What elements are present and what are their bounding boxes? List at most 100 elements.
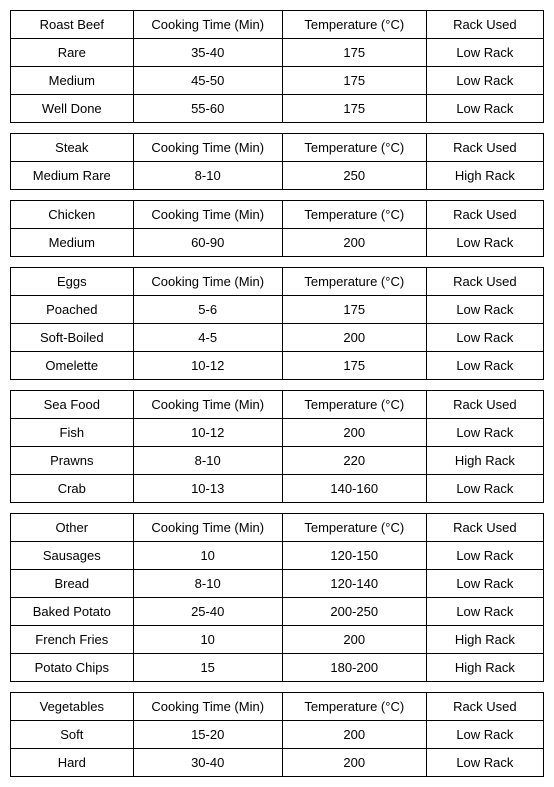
cooking-table: Roast BeefCooking Time (Min)Temperature … <box>10 10 544 123</box>
row-rack: Low Rack <box>426 67 543 95</box>
header-time: Cooking Time (Min) <box>133 391 282 419</box>
row-rack: Low Rack <box>426 39 543 67</box>
row-rack: Low Rack <box>426 95 543 123</box>
table-row: French Fries10200High Rack <box>11 626 544 654</box>
row-temp: 175 <box>282 296 426 324</box>
header-time: Cooking Time (Min) <box>133 693 282 721</box>
table-row: Hard30-40200Low Rack <box>11 749 544 777</box>
row-name: Soft <box>11 721 134 749</box>
row-rack: Low Rack <box>426 352 543 380</box>
row-rack: Low Rack <box>426 542 543 570</box>
table-header-row: SteakCooking Time (Min)Temperature (°C)R… <box>11 134 544 162</box>
section-title: Sea Food <box>11 391 134 419</box>
header-time: Cooking Time (Min) <box>133 134 282 162</box>
row-rack: High Rack <box>426 654 543 682</box>
section-title: Steak <box>11 134 134 162</box>
table-row: Medium Rare8-10250High Rack <box>11 162 544 190</box>
row-time: 8-10 <box>133 570 282 598</box>
header-rack: Rack Used <box>426 11 543 39</box>
row-rack: Low Rack <box>426 749 543 777</box>
header-temp: Temperature (°C) <box>282 268 426 296</box>
row-time: 5-6 <box>133 296 282 324</box>
table-header-row: ChickenCooking Time (Min)Temperature (°C… <box>11 201 544 229</box>
header-temp: Temperature (°C) <box>282 201 426 229</box>
table-row: Crab10-13140-160Low Rack <box>11 475 544 503</box>
table-header-row: OtherCooking Time (Min)Temperature (°C)R… <box>11 514 544 542</box>
row-rack: Low Rack <box>426 229 543 257</box>
row-temp: 200 <box>282 324 426 352</box>
row-name: Rare <box>11 39 134 67</box>
cooking-table: OtherCooking Time (Min)Temperature (°C)R… <box>10 513 544 682</box>
row-name: Omelette <box>11 352 134 380</box>
header-temp: Temperature (°C) <box>282 134 426 162</box>
cooking-table: ChickenCooking Time (Min)Temperature (°C… <box>10 200 544 257</box>
cooking-table: SteakCooking Time (Min)Temperature (°C)R… <box>10 133 544 190</box>
table-row: Bread8-10120-140Low Rack <box>11 570 544 598</box>
row-time: 10 <box>133 542 282 570</box>
table-row: Baked Potato25-40200-250Low Rack <box>11 598 544 626</box>
row-time: 55-60 <box>133 95 282 123</box>
row-time: 15 <box>133 654 282 682</box>
table-header-row: Roast BeefCooking Time (Min)Temperature … <box>11 11 544 39</box>
row-temp: 140-160 <box>282 475 426 503</box>
row-temp: 175 <box>282 39 426 67</box>
row-time: 45-50 <box>133 67 282 95</box>
table-row: Medium45-50175Low Rack <box>11 67 544 95</box>
row-name: Sausages <box>11 542 134 570</box>
row-time: 60-90 <box>133 229 282 257</box>
row-rack: Low Rack <box>426 721 543 749</box>
row-time: 10 <box>133 626 282 654</box>
row-name: Crab <box>11 475 134 503</box>
table-row: Omelette10-12175Low Rack <box>11 352 544 380</box>
row-time: 10-13 <box>133 475 282 503</box>
row-rack: Low Rack <box>426 324 543 352</box>
row-temp: 200 <box>282 229 426 257</box>
header-temp: Temperature (°C) <box>282 11 426 39</box>
table-row: Rare35-40175Low Rack <box>11 39 544 67</box>
row-name: Medium <box>11 229 134 257</box>
table-row: Soft-Boiled4-5200Low Rack <box>11 324 544 352</box>
table-header-row: VegetablesCooking Time (Min)Temperature … <box>11 693 544 721</box>
table-header-row: EggsCooking Time (Min)Temperature (°C)Ra… <box>11 268 544 296</box>
row-name: Medium Rare <box>11 162 134 190</box>
row-temp: 175 <box>282 352 426 380</box>
header-temp: Temperature (°C) <box>282 514 426 542</box>
cooking-table: EggsCooking Time (Min)Temperature (°C)Ra… <box>10 267 544 380</box>
row-time: 30-40 <box>133 749 282 777</box>
row-name: Poached <box>11 296 134 324</box>
row-time: 8-10 <box>133 447 282 475</box>
row-rack: Low Rack <box>426 419 543 447</box>
header-time: Cooking Time (Min) <box>133 11 282 39</box>
header-temp: Temperature (°C) <box>282 693 426 721</box>
header-time: Cooking Time (Min) <box>133 514 282 542</box>
row-time: 10-12 <box>133 419 282 447</box>
row-temp: 175 <box>282 95 426 123</box>
table-row: Prawns8-10220High Rack <box>11 447 544 475</box>
table-row: Poached5-6175Low Rack <box>11 296 544 324</box>
section-title: Eggs <box>11 268 134 296</box>
row-rack: High Rack <box>426 626 543 654</box>
row-time: 4-5 <box>133 324 282 352</box>
table-row: Soft15-20200Low Rack <box>11 721 544 749</box>
row-time: 8-10 <box>133 162 282 190</box>
row-rack: Low Rack <box>426 570 543 598</box>
row-temp: 120-140 <box>282 570 426 598</box>
header-rack: Rack Used <box>426 201 543 229</box>
row-temp: 200 <box>282 749 426 777</box>
row-name: Well Done <box>11 95 134 123</box>
row-name: Hard <box>11 749 134 777</box>
row-temp: 250 <box>282 162 426 190</box>
cooking-table: VegetablesCooking Time (Min)Temperature … <box>10 692 544 777</box>
header-rack: Rack Used <box>426 693 543 721</box>
row-rack: High Rack <box>426 447 543 475</box>
header-rack: Rack Used <box>426 268 543 296</box>
row-rack: Low Rack <box>426 475 543 503</box>
row-name: Prawns <box>11 447 134 475</box>
row-temp: 220 <box>282 447 426 475</box>
header-rack: Rack Used <box>426 514 543 542</box>
row-name: Fish <box>11 419 134 447</box>
cooking-table: Sea FoodCooking Time (Min)Temperature (°… <box>10 390 544 503</box>
row-time: 35-40 <box>133 39 282 67</box>
table-row: Potato Chips15180-200High Rack <box>11 654 544 682</box>
header-time: Cooking Time (Min) <box>133 201 282 229</box>
